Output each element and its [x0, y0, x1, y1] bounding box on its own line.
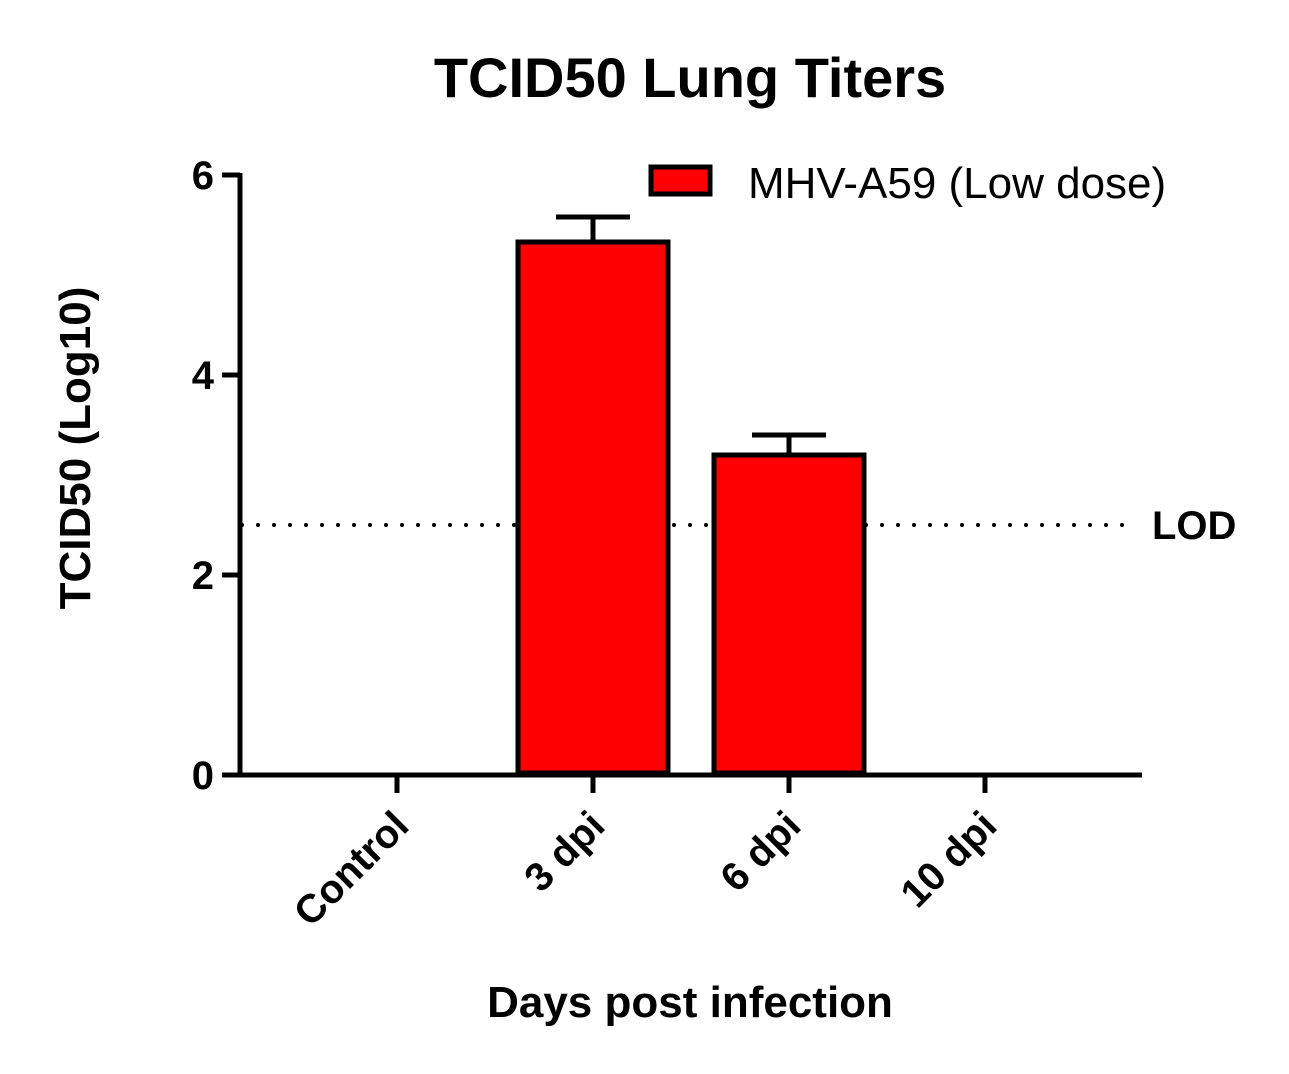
- bars: [515, 214, 867, 776]
- y-tick-label: 6: [192, 154, 214, 198]
- y-tick-label: 4: [192, 354, 215, 398]
- x-tick-label: 3 dpi: [516, 803, 613, 900]
- y-axis-title: TCID50 (Log10): [51, 287, 100, 610]
- legend: MHV-A59 (Low dose): [648, 159, 1166, 208]
- y-tick-label: 2: [192, 554, 214, 598]
- bar: [515, 239, 671, 776]
- chart-title: TCID50 Lung Titers: [434, 46, 946, 109]
- x-axis-title: Days post infection: [487, 978, 893, 1027]
- legend-swatch: [648, 164, 713, 197]
- reference-line-group: LOD: [240, 504, 1236, 548]
- legend-label: MHV-A59 (Low dose): [748, 159, 1166, 208]
- bar: [711, 452, 867, 776]
- x-tick-label: 6 dpi: [712, 803, 809, 900]
- x-tick-label: 10 dpi: [893, 803, 1006, 916]
- y-tick-label: 0: [192, 754, 214, 798]
- x-tick-label: Control: [286, 803, 418, 935]
- lod-label: LOD: [1152, 504, 1236, 548]
- axes: [222, 173, 1142, 778]
